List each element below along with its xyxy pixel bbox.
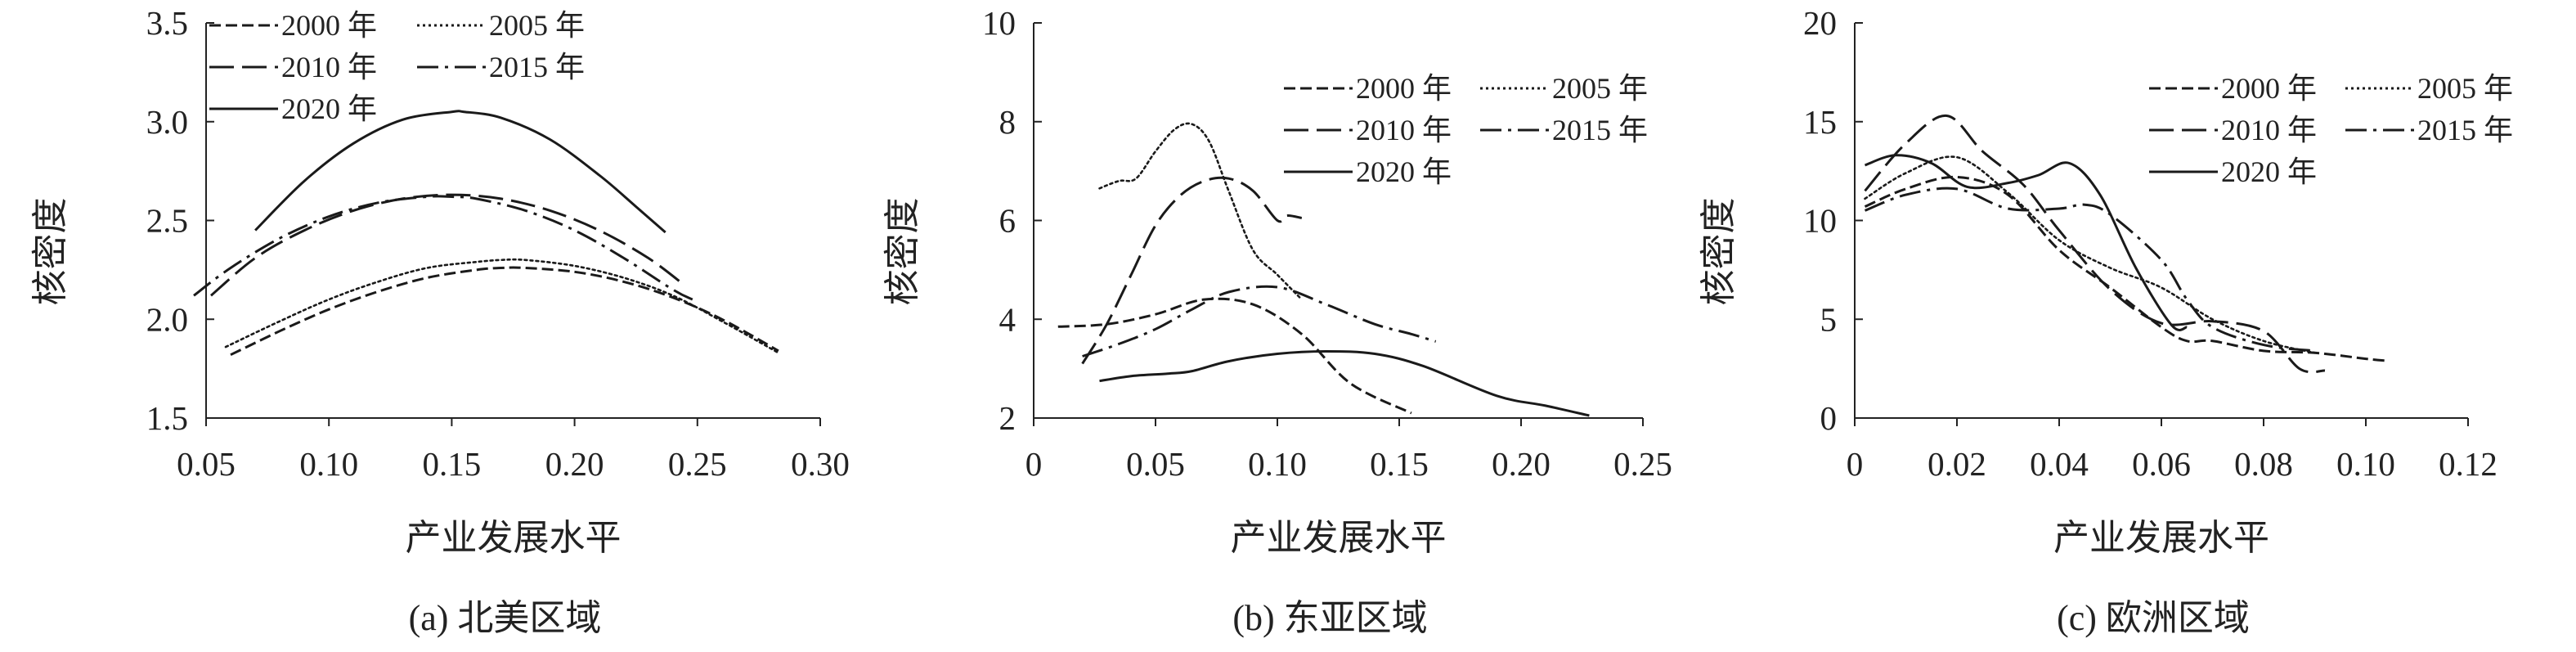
axes: 0 0.02 0.04 0.06 0.08 0.10 0.12 0 5 10 15 20 bbox=[1803, 4, 2497, 483]
series-line-2020 bbox=[254, 110, 666, 234]
y-axis-title: 核密度 bbox=[882, 198, 922, 306]
x-tick-label: 0.25 bbox=[1613, 445, 1672, 483]
x-axis-title: 产业发展水平 bbox=[2053, 518, 2269, 558]
legend: 2000 年 2005 年 2010 年 2015 年 2020 年 bbox=[209, 9, 585, 125]
x-tick-label: 0 bbox=[1025, 445, 1043, 483]
series-line-2020 bbox=[1099, 349, 1590, 417]
series-line-2000 bbox=[230, 266, 779, 357]
series-line-2010 bbox=[210, 193, 686, 297]
x-tick-label: 0.20 bbox=[1492, 445, 1551, 483]
series-line-2020 bbox=[1864, 154, 2188, 331]
y-tick-label: 10 bbox=[1803, 202, 1837, 240]
panel-caption: (a) 北美区域 bbox=[409, 598, 602, 638]
x-tick-label: 0.20 bbox=[545, 445, 604, 483]
y-tick-label: 0 bbox=[1820, 399, 1838, 437]
y-tick-label: 5 bbox=[1820, 300, 1838, 338]
y-tick-label: 4 bbox=[999, 300, 1016, 338]
legend-label: 2020 年 bbox=[1356, 155, 1452, 188]
x-tick-label: 0.15 bbox=[423, 445, 482, 483]
series-group bbox=[1057, 122, 1590, 417]
x-tick-label: 0.05 bbox=[1126, 445, 1185, 483]
legend-label: 2005 年 bbox=[489, 9, 585, 42]
series-line-2015 bbox=[1082, 285, 1437, 357]
legend-label: 2020 年 bbox=[281, 92, 377, 125]
series-line-2010 bbox=[1864, 114, 2326, 374]
y-tick-label: 20 bbox=[1803, 4, 1837, 42]
x-tick-label: 0.30 bbox=[791, 445, 850, 483]
x-tick-label: 0.05 bbox=[177, 445, 236, 483]
legend-label: 2015 年 bbox=[489, 51, 585, 83]
x-tick-label: 0.04 bbox=[2030, 445, 2089, 483]
y-axis-title: 核密度 bbox=[30, 198, 70, 306]
x-tick-label: 0.12 bbox=[2439, 445, 2497, 483]
legend-label: 2015 年 bbox=[1552, 114, 1648, 146]
panel-europe: 0 0.02 0.04 0.06 0.08 0.10 0.12 0 5 10 15 20 产业发展水平 核… bbox=[1699, 4, 2513, 638]
y-tick-label: 2.5 bbox=[146, 202, 188, 240]
legend-label: 2005 年 bbox=[1552, 72, 1648, 105]
axes: 0 0.05 0.10 0.15 0.20 0.25 2 4 6 8 10 bbox=[982, 4, 1672, 483]
legend-label: 2010 年 bbox=[2221, 114, 2317, 146]
y-tick-label: 3.5 bbox=[146, 4, 188, 42]
x-tick-label: 0.10 bbox=[299, 445, 358, 483]
series-line-2005 bbox=[1864, 155, 2316, 354]
legend-label: 2000 年 bbox=[2221, 72, 2317, 105]
x-tick-label: 0.10 bbox=[1248, 445, 1307, 483]
series-line-2015 bbox=[193, 195, 693, 301]
x-axis-title: 产业发展水平 bbox=[406, 518, 622, 558]
series-line-2010 bbox=[1081, 176, 1303, 365]
legend-label: 2010 年 bbox=[281, 51, 377, 83]
x-tick-label: 0 bbox=[1847, 445, 1864, 483]
legend-label: 2015 年 bbox=[2417, 114, 2513, 146]
y-tick-label: 15 bbox=[1803, 103, 1837, 141]
legend: 2000 年 2005 年 2010 年 2015 年 2020 年 bbox=[2149, 72, 2513, 188]
y-tick-label: 8 bbox=[999, 103, 1016, 141]
y-tick-label: 3.0 bbox=[146, 103, 188, 141]
series-line-2005 bbox=[224, 258, 780, 354]
y-tick-label: 2.0 bbox=[146, 300, 188, 338]
x-axis-title: 产业发展水平 bbox=[1231, 518, 1447, 558]
series-group bbox=[193, 110, 780, 357]
y-tick-label: 10 bbox=[982, 4, 1016, 42]
x-tick-label: 0.06 bbox=[2132, 445, 2191, 483]
series-line-2015 bbox=[1864, 187, 2315, 353]
y-tick-label: 2 bbox=[999, 399, 1016, 437]
panel-caption: (c) 欧洲区域 bbox=[2057, 598, 2250, 638]
x-tick-label: 0.08 bbox=[2234, 445, 2293, 483]
series-group bbox=[1864, 114, 2387, 374]
series-line-2005 bbox=[1098, 122, 1304, 301]
legend: 2000 年 2005 年 2010 年 2015 年 2020 年 bbox=[1284, 72, 1648, 188]
panel-caption: (b) 东亚区域 bbox=[1232, 598, 1427, 638]
x-tick-label: 0.15 bbox=[1370, 445, 1429, 483]
legend-label: 2000 年 bbox=[281, 9, 377, 42]
x-tick-label: 0.10 bbox=[2336, 445, 2395, 483]
y-tick-label: 6 bbox=[999, 202, 1016, 240]
series-line-2000 bbox=[1864, 175, 2387, 362]
y-axis-title: 核密度 bbox=[1699, 198, 1739, 306]
axes: 0.05 0.10 0.15 0.20 0.25 0.30 1.5 2.0 2.5 3.0 3.5 bbox=[146, 4, 850, 483]
legend-label: 2010 年 bbox=[1356, 114, 1452, 146]
y-tick-label: 1.5 bbox=[146, 399, 188, 437]
legend-label: 2005 年 bbox=[2417, 72, 2513, 105]
series-line-2000 bbox=[1057, 297, 1412, 415]
x-tick-label: 0.02 bbox=[1928, 445, 1986, 483]
panel-north-america: 0.05 0.10 0.15 0.20 0.25 0.30 1.5 2.0 2.5 3.0 3.5 产… bbox=[30, 4, 850, 638]
legend-label: 2000 年 bbox=[1356, 72, 1452, 105]
panel-east-asia: 0 0.05 0.10 0.15 0.20 0.25 2 4 6 8 10 产业发展水平 核密度 (b) … bbox=[882, 4, 1672, 638]
x-tick-label: 0.25 bbox=[668, 445, 727, 483]
legend-label: 2020 年 bbox=[2221, 155, 2317, 188]
